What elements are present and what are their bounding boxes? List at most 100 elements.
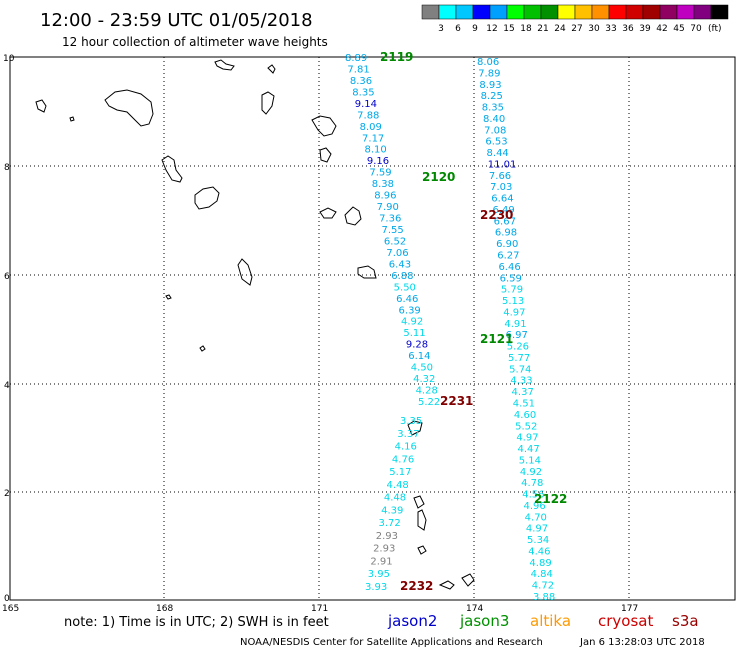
legend-swatch — [523, 4, 542, 20]
y-tick-label: 2 — [4, 489, 10, 499]
wave-height-value: 7.06 — [386, 248, 408, 259]
island — [311, 115, 337, 137]
wave-height-value: 8.10 — [364, 145, 386, 156]
wave-height-value: 5.74 — [509, 364, 531, 375]
wave-height-value: 8.09 — [360, 122, 382, 133]
wave-height-value: 7.55 — [382, 225, 404, 236]
wave-height-value: 4.97 — [526, 524, 548, 535]
island — [161, 155, 183, 183]
wave-height-value: 6.39 — [399, 305, 421, 316]
wave-height-value: 8.06 — [477, 57, 499, 68]
wave-height-value: 8.36 — [350, 76, 372, 87]
satellite-legend-item: altika — [530, 612, 571, 630]
page-title: 12:00 - 23:59 UTC 01/05/2018 — [40, 10, 313, 31]
wave-height-value: 4.91 — [504, 319, 526, 330]
wave-height-value: 3.37 — [397, 429, 419, 440]
wave-height-value: 5.11 — [403, 328, 425, 339]
legend-swatch — [659, 4, 678, 20]
wave-height-value: 5.34 — [527, 535, 549, 546]
island — [194, 186, 220, 210]
island — [417, 545, 427, 555]
y-tick-label: 0 — [4, 594, 10, 604]
x-tick-label: 177 — [621, 604, 638, 614]
wave-height-value: 8.35 — [482, 103, 504, 114]
legend-label: 21 — [537, 24, 548, 34]
wave-height-value: 6.46 — [396, 294, 418, 305]
wave-height-value: 8.40 — [483, 114, 505, 125]
wave-height-value: 6.53 — [485, 137, 507, 148]
wave-height-value: 3.93 — [365, 582, 387, 593]
island — [267, 64, 276, 74]
x-tick-label: 168 — [156, 604, 173, 614]
wave-height-value: 8.38 — [372, 179, 394, 190]
wave-height-value: 8.89 — [345, 53, 367, 64]
legend-swatch — [591, 4, 610, 20]
x-tick-label: 165 — [2, 604, 19, 614]
wave-height-value: 5.77 — [508, 353, 530, 364]
wave-height-value: 5.52 — [515, 421, 537, 432]
legend-swatch — [421, 4, 440, 20]
wave-height-value: 5.13 — [502, 296, 524, 307]
wave-height-value: 4.28 — [416, 386, 438, 397]
wave-height-value: 7.89 — [478, 68, 500, 79]
legend-swatch — [625, 4, 644, 20]
satellite-legend-item: jason3 — [459, 612, 509, 630]
island — [438, 580, 455, 590]
footer-credit: NOAA/NESDIS Center for Satellite Applica… — [240, 637, 543, 648]
island — [461, 573, 475, 587]
legend-swatch — [540, 4, 559, 20]
y-tick-label: 6 — [4, 272, 10, 282]
wave-height-value: 7.03 — [490, 182, 512, 193]
wave-height-value: 4.70 — [525, 512, 547, 523]
wave-height-value: 5.26 — [507, 342, 529, 353]
wave-height-value: 4.56 — [522, 490, 544, 501]
wave-height-value: 5.14 — [519, 455, 541, 466]
legend-swatch — [472, 4, 491, 20]
wave-height-value: 7.66 — [489, 171, 511, 182]
island — [357, 265, 377, 279]
wave-height-value: 8.93 — [479, 80, 501, 91]
legend-label: 36 — [622, 24, 634, 34]
legend-label: 12 — [486, 24, 497, 34]
pass-id-label: 2232 — [400, 579, 433, 593]
legend-swatch — [642, 4, 661, 20]
wave-height-value: 5.17 — [389, 467, 411, 478]
island — [417, 509, 427, 531]
color-scale-legend: 3 6 9 12 15 18 21 24 27 30 33 36 39 42 45 70 — [421, 4, 729, 34]
wave-height-value: 9.28 — [406, 340, 428, 351]
wave-height-value: 7.08 — [484, 125, 506, 136]
wave-height-value: 4.76 — [392, 454, 414, 465]
satellite-legend: jason2 jason3 altika cryosat s3a — [387, 612, 699, 630]
wave-height-value: 7.17 — [362, 133, 384, 144]
footer-note: note: 1) Time is in UTC; 2) SWH is in fe… — [64, 615, 329, 630]
wave-height-value: 6.59 — [500, 273, 522, 284]
wave-height-value: 7.59 — [369, 168, 391, 179]
legend-label: 24 — [554, 24, 566, 34]
wave-height-value: 6.14 — [408, 351, 430, 362]
legend-label: 9 — [472, 24, 478, 34]
island — [407, 420, 423, 436]
island — [104, 89, 154, 127]
pass-id-label: 2122 — [534, 492, 567, 506]
pass-id-label: 2119 — [380, 50, 413, 64]
legend-swatch — [489, 4, 508, 20]
wave-height-value: 4.46 — [528, 546, 550, 557]
wave-height-value: 6.90 — [496, 239, 518, 250]
legend-label: 70 — [690, 24, 702, 34]
legend-label: 15 — [503, 24, 514, 34]
legend-label: 42 — [656, 24, 667, 34]
pass-id-labels: 2119 2120 2230 2121 2231 2122 2232 — [380, 50, 567, 593]
wave-height-value: 6.64 — [491, 194, 513, 205]
wave-height-value: 3.95 — [368, 569, 390, 580]
wave-height-value: 8.44 — [487, 148, 509, 159]
legend-label: 45 — [673, 24, 684, 34]
pass-id-label: 2231 — [440, 394, 473, 408]
wave-height-value: 6.67 — [494, 216, 516, 227]
island — [237, 258, 253, 286]
wave-height-value: 3.35 — [400, 416, 422, 427]
wave-height-value: 4.50 — [411, 363, 433, 374]
wave-height-value: 4.60 — [514, 410, 536, 421]
wave-height-value: 8.25 — [481, 91, 503, 102]
wave-height-value: 9.16 — [367, 156, 389, 167]
wave-height-value: 4.33 — [510, 376, 532, 387]
